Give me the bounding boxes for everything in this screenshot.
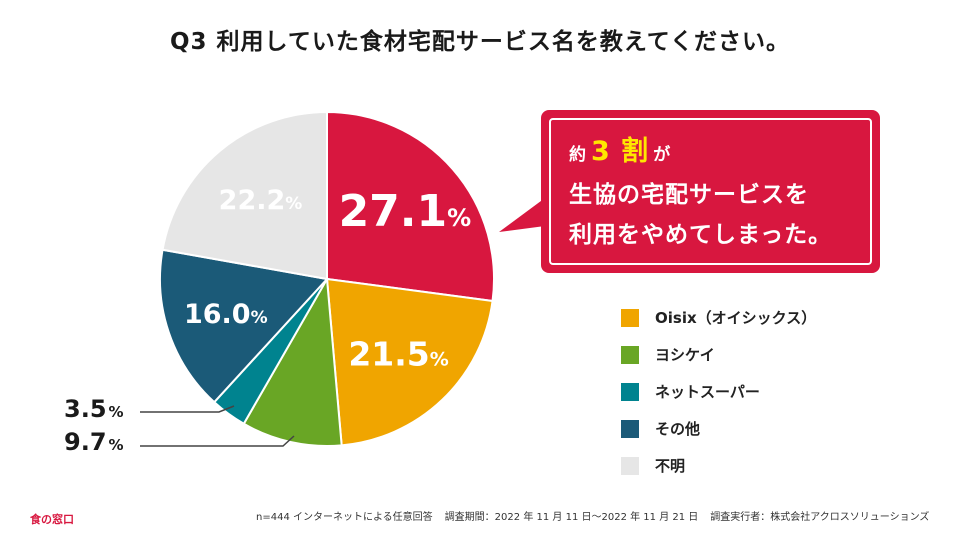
legend-swatch xyxy=(621,419,639,438)
legend-item: その他 xyxy=(621,410,816,447)
legend-item: 不明 xyxy=(621,447,816,484)
legend-item: ヨシケイ xyxy=(621,336,816,373)
pie-slice-4 xyxy=(159,248,329,404)
slice-label-0: 27.1% xyxy=(339,186,472,237)
label-3-5: 3.5% xyxy=(64,395,124,423)
slice-label-5: 22.2% xyxy=(219,185,303,216)
pie-slice-5 xyxy=(161,110,328,281)
legend-swatch xyxy=(621,456,639,475)
legend-item: ネットスーパー xyxy=(621,373,816,410)
legend-swatch xyxy=(621,382,639,401)
slice-label-1: 21.5% xyxy=(348,334,448,373)
pie-slice-1 xyxy=(325,277,494,447)
chart-title: Q3 利用していた食材宅配サービス名を教えてください。 xyxy=(169,29,791,55)
leader-line-9-7 xyxy=(140,435,295,447)
legend-swatch xyxy=(621,308,639,327)
callout-pointer xyxy=(499,198,545,232)
slice-label-4: 16.0% xyxy=(184,299,268,330)
brand-logo: 食の窓口 xyxy=(30,513,74,526)
label-9-7: 9.7% xyxy=(64,428,124,456)
leader-line-3-5 xyxy=(140,405,235,413)
footnote: n=444 インターネットによる任意回答 調査期間：2022 年 11 月 11… xyxy=(256,512,930,523)
pie-slice-2 xyxy=(242,275,343,447)
pie-slice-0 xyxy=(326,110,495,303)
legend: Oisix（オイシックス） ヨシケイ ネットスーパー その他 不明 xyxy=(621,299,816,484)
legend-swatch xyxy=(621,345,639,364)
legend-item: Oisix（オイシックス） xyxy=(621,299,816,336)
